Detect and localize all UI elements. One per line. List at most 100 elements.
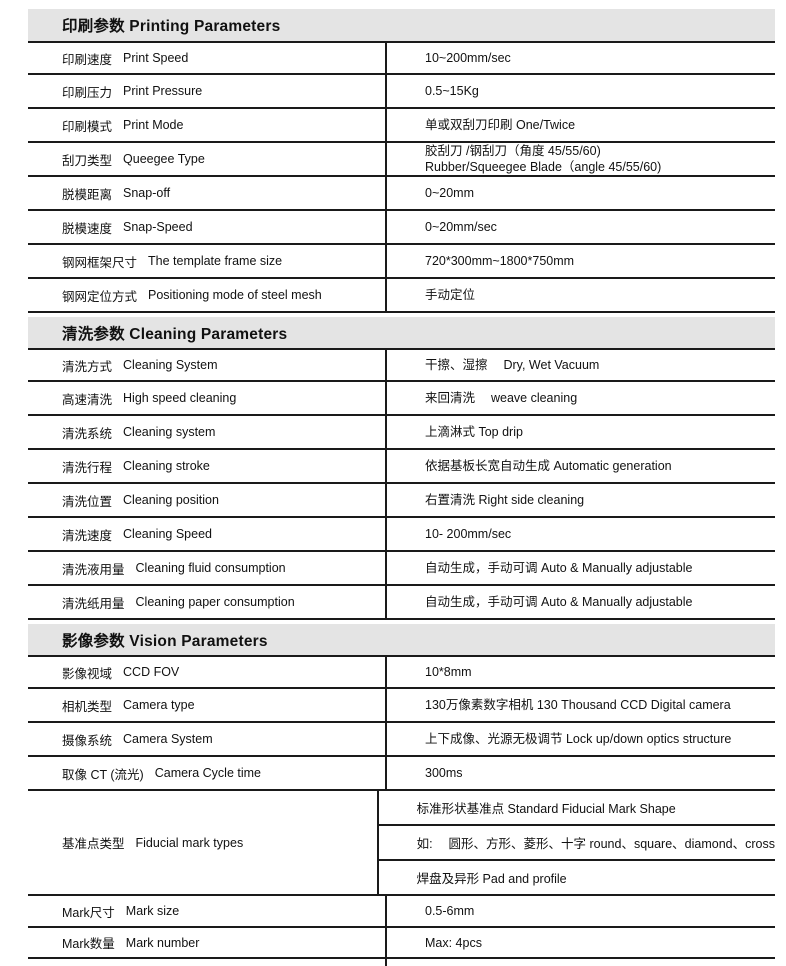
param-name-zh: 刮刀类型 — [62, 153, 113, 168]
param-value: 10*8mm — [425, 665, 472, 679]
param-name-zh: 清洗液用量 — [62, 562, 125, 577]
param-value-cell: 自动生成，手动可调 Auto & Manually adjustable — [385, 586, 775, 618]
param-label-cell: 钢网框架尺寸 The template frame size — [28, 245, 385, 277]
param-label-cell: 印刷压力 Print Pressure — [28, 75, 385, 107]
param-label-cell: 清洗行程 Cleaning stroke — [28, 450, 385, 482]
param-label-cell: Mark尺寸 Mark size — [28, 896, 385, 926]
param-name-zh: 基准点类型 — [62, 837, 125, 851]
param-value-cell: 上下成像、光源无极调节 Lock up/down optics structur… — [385, 723, 775, 755]
param-name-zh: Mark尺寸 — [62, 905, 115, 920]
param-value: 单或双刮刀印刷 One/Twice — [425, 118, 576, 132]
param-value: 10~200mm/sec — [425, 51, 511, 65]
param-name-en: Snap-Speed — [123, 220, 193, 234]
param-label-cell: Mark数量 Mark number — [28, 928, 385, 957]
spec-row: 刮刀类型 Queegee Type 胶刮刀 /钢刮刀（角度 45/55/60) … — [28, 143, 775, 177]
param-value-cell: 720*300mm~1800*750mm — [385, 245, 775, 277]
param-value-line2: Rubber/Squeegee Blade（angle 45/55/60) — [425, 160, 662, 174]
param-name-en: Cleaning System — [123, 358, 218, 372]
spec-row: 钢网定位方式 Positioning mode of steel mesh 手动… — [28, 279, 775, 313]
section-gap — [28, 313, 775, 317]
spec-row: 印刷压力 Print Pressure 0.5~15Kg — [28, 75, 775, 109]
param-label-cell: 刮刀类型 Queegee Type — [28, 143, 385, 175]
param-label-cell: 相机类型 Camera type — [28, 689, 385, 721]
param-name-en: Camera type — [123, 698, 195, 712]
param-name-zh: 印刷速度 — [62, 52, 113, 67]
param-value: 胶刮刀 /钢刮刀（角度 45/55/60) — [425, 144, 601, 158]
param-value: 10- 200mm/sec — [425, 527, 512, 541]
param-name-en: Cleaning position — [123, 493, 219, 507]
section-header-printing: 印刷参数 Printing Parameters — [28, 9, 775, 41]
spec-row: 影像视域 CCD FOV 10*8mm — [28, 655, 775, 689]
param-value: 干擦、湿擦 Dry, Wet Vacuum — [425, 358, 600, 372]
section-title: 印刷参数 Printing Parameters — [62, 18, 281, 35]
param-value-cell: 自动生成，手动可调 Auto & Manually adjustable — [385, 552, 775, 584]
spec-row-partial — [28, 959, 775, 966]
param-value: 自动生成，手动可调 Auto & Manually adjustable — [425, 561, 693, 575]
param-value-cell: 来回清洗 weave cleaning — [385, 382, 775, 414]
param-value-cell: 0~20mm — [385, 177, 775, 209]
param-name-en: Camera Cycle time — [154, 766, 261, 780]
param-label-cell: 清洗速度 Cleaning Speed — [28, 518, 385, 550]
spec-row: 印刷速度 Print Speed 10~200mm/sec — [28, 41, 775, 75]
param-value: 上下成像、光源无极调节 Lock up/down optics structur… — [425, 732, 732, 746]
param-value: 0~20mm/sec — [425, 220, 497, 234]
spec-row: 清洗系统 Cleaning system 上滴淋式 Top drip — [28, 416, 775, 450]
param-label-cell: 印刷模式 Print Mode — [28, 109, 385, 141]
param-value: 720*300mm~1800*750mm — [425, 254, 575, 268]
param-name-en: Mark size — [125, 904, 180, 918]
param-value-cell: 干擦、湿擦 Dry, Wet Vacuum — [385, 350, 775, 380]
param-value: 0~20mm — [425, 186, 474, 200]
param-value-cell: Max: 4pcs — [385, 928, 775, 957]
section-header-vision: 影像参数 Vision Parameters — [28, 624, 775, 655]
section-header-cleaning: 清洗参数 Cleaning Parameters — [28, 317, 775, 348]
param-name-zh: 摄像系统 — [62, 733, 113, 748]
param-label-cell: 高速清洗 High speed cleaning — [28, 382, 385, 414]
param-label-cell: 钢网定位方式 Positioning mode of steel mesh — [28, 279, 385, 311]
param-name-en: Fiducial mark types — [135, 835, 244, 850]
param-name-zh: 取像 CT (流光) — [62, 767, 144, 782]
param-label-cell: 清洗方式 Cleaning System — [28, 350, 385, 380]
param-name-en: Cleaning system — [123, 425, 216, 439]
spec-row: 清洗速度 Cleaning Speed 10- 200mm/sec — [28, 518, 775, 552]
param-name-en: High speed cleaning — [123, 391, 237, 405]
param-name-en: The template frame size — [148, 254, 283, 268]
spec-row: 脱模速度 Snap-Speed 0~20mm/sec — [28, 211, 775, 245]
param-label-cell: 清洗系统 Cleaning system — [28, 416, 385, 448]
spec-row-fiducial: 基准点类型 Fiducial mark types 标准形状基准点 Standa… — [28, 791, 775, 896]
param-value: 130万像素数字相机 130 Thousand CCD Digital came… — [425, 698, 731, 712]
param-name-zh: 清洗行程 — [62, 460, 113, 475]
param-name-zh: 钢网框架尺寸 — [62, 255, 138, 270]
param-value-cell — [385, 959, 775, 966]
param-value-cell: 10*8mm — [385, 657, 775, 687]
param-value-cell: 0.5-6mm — [385, 896, 775, 926]
spec-table: 印刷参数 Printing Parameters 印刷速度 Print Spee… — [28, 9, 775, 966]
param-label-cell: 清洗位置 Cleaning position — [28, 484, 385, 516]
param-value: 来回清洗 weave cleaning — [425, 391, 578, 405]
param-label-cell — [28, 959, 385, 966]
param-label-cell: 脱模距离 Snap-off — [28, 177, 385, 209]
param-value-cell: 单或双刮刀印刷 One/Twice — [385, 109, 775, 141]
param-name-zh: 清洗纸用量 — [62, 596, 125, 611]
param-label-cell: 基准点类型 Fiducial mark types — [28, 791, 377, 894]
param-value: 自动生成，手动可调 Auto & Manually adjustable — [425, 595, 693, 609]
param-label-cell: 清洗纸用量 Cleaning paper consumption — [28, 586, 385, 618]
param-name-en: Print Mode — [123, 118, 184, 132]
param-label-cell: 取像 CT (流光) Camera Cycle time — [28, 757, 385, 789]
spec-row: Mark尺寸 Mark size 0.5-6mm — [28, 896, 775, 928]
param-value: Max: 4pcs — [425, 935, 482, 950]
param-name-zh: 脱模距离 — [62, 187, 113, 202]
param-value-cell: 10- 200mm/sec — [385, 518, 775, 550]
param-value-cell: 300ms — [385, 757, 775, 789]
param-value: 焊盘及异形 Pad and profile — [378, 859, 775, 894]
section-gap — [28, 620, 775, 624]
section-title: 影像参数 Vision Parameters — [62, 632, 268, 650]
param-value: 右置清洗 Right side cleaning — [425, 493, 585, 507]
param-name-en: Print Pressure — [123, 84, 203, 98]
param-value-cell: 10~200mm/sec — [385, 43, 775, 73]
spec-row: 清洗位置 Cleaning position 右置清洗 Right side c… — [28, 484, 775, 518]
param-name-zh: 印刷模式 — [62, 119, 113, 134]
spec-row: 钢网框架尺寸 The template frame size 720*300mm… — [28, 245, 775, 279]
spec-row: 清洗液用量 Cleaning fluid consumption 自动生成，手动… — [28, 552, 775, 586]
section-title: 清洗参数 Cleaning Parameters — [62, 325, 288, 343]
param-name-zh: Mark数量 — [62, 937, 115, 951]
